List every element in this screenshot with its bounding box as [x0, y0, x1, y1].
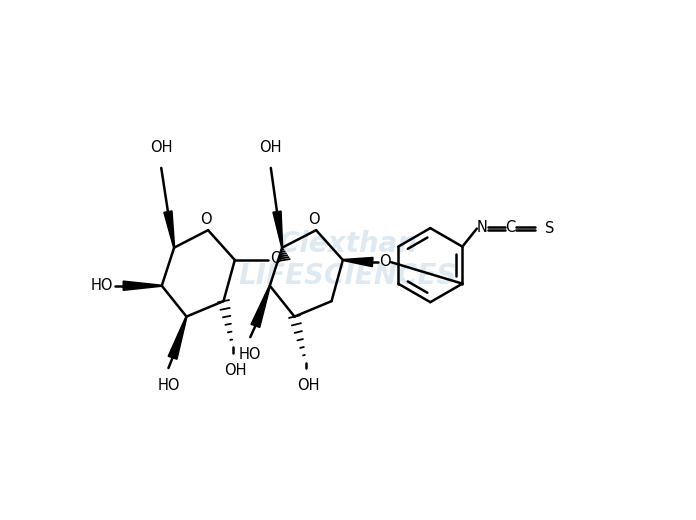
Polygon shape [343, 257, 373, 267]
Polygon shape [164, 211, 175, 248]
Text: N: N [477, 219, 487, 235]
Text: HO: HO [90, 278, 113, 293]
Polygon shape [168, 317, 187, 359]
Text: O: O [308, 212, 319, 227]
Text: HO: HO [157, 379, 180, 393]
Polygon shape [273, 211, 283, 248]
Text: HO: HO [239, 347, 262, 362]
Text: C: C [505, 219, 515, 235]
Text: O: O [379, 254, 391, 268]
Text: O: O [200, 212, 212, 227]
Text: O: O [270, 252, 282, 266]
Text: OH: OH [260, 140, 282, 155]
Text: OH: OH [297, 379, 319, 393]
Text: OH: OH [150, 140, 173, 155]
Text: S: S [545, 221, 555, 236]
Text: OH: OH [224, 363, 246, 378]
Polygon shape [251, 285, 270, 328]
Polygon shape [123, 281, 161, 290]
Text: Clexthan
LIFESCIENCES: Clexthan LIFESCIENCES [239, 230, 457, 290]
